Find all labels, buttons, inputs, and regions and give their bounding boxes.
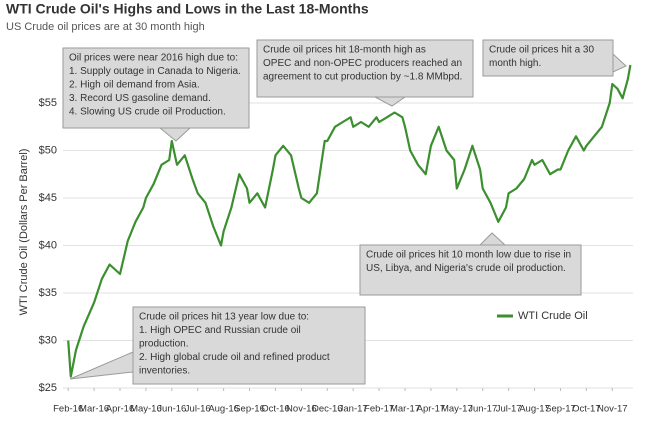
callout: Crude oil prices hit 10 month low due to… <box>359 232 582 296</box>
callout-cover <box>133 307 365 384</box>
callout-text: Oil prices were near 2016 high due to: <box>69 53 238 64</box>
chart-subtitle: US Crude oil prices are at 30 month high <box>6 21 205 33</box>
x-tick-label: Mar-17 <box>390 404 420 415</box>
callout: Crude oil prices hit 18-month high as OPE… <box>256 39 474 107</box>
callout-text: Crude oil prices hit 13 year low due to: <box>139 312 309 323</box>
x-tick-label: Jul-16 <box>185 404 211 415</box>
callout-text: OPEC and non-OPEC producers reached an <box>263 58 462 69</box>
x-tick-label: Feb-16 <box>53 404 83 415</box>
x-tick-label: Aug-17 <box>519 404 550 415</box>
callout-cover <box>360 245 581 295</box>
legend-label: WTI Crude Oil <box>518 310 588 322</box>
callout-text: US, Libya, and Nigeria's crude oil produ… <box>366 263 566 274</box>
callout-cover <box>483 40 613 76</box>
callout-text: 4. Slowing US crude oil Production. <box>69 107 226 118</box>
callout-text: 2. High global crude oil and refined pro… <box>139 352 330 363</box>
x-tick-label: Jun-16 <box>157 404 186 415</box>
callout-text: 1. Supply outage in Canada to Nigeria. <box>69 66 241 77</box>
callout-text: inventories. <box>139 366 190 377</box>
x-tick-label: Oct-17 <box>572 404 601 415</box>
x-tick-label: Feb-17 <box>364 404 394 415</box>
x-tick-label: Apr-17 <box>417 404 446 415</box>
y-tick-label: $45 <box>39 192 57 204</box>
callout-pointer <box>158 127 192 142</box>
x-tick-label: Jul-17 <box>496 404 522 415</box>
x-tick-label: Jun-17 <box>468 404 497 415</box>
y-tick-label: $50 <box>39 144 57 156</box>
x-tick-label: Oct-16 <box>261 404 290 415</box>
x-tick-label: Sep-17 <box>545 404 576 415</box>
x-tick-label: Nov-16 <box>286 404 317 415</box>
y-tick-label: $40 <box>39 239 57 251</box>
y-tick-label: $35 <box>39 287 57 299</box>
x-tick-label: Dec-16 <box>312 404 343 415</box>
callout: Crude oil prices hit 13 year low due to:… <box>69 306 366 385</box>
chart-title: WTI Crude Oil's Highs and Lows in the La… <box>6 1 369 17</box>
x-tick-label: May-17 <box>441 404 473 415</box>
callout-text: 3. Record US gasoline demand. <box>69 93 211 104</box>
x-tick-label: May-16 <box>130 404 162 415</box>
callout-text: Crude oil prices hit a 30 <box>489 45 594 56</box>
y-tick-label: $25 <box>39 382 57 394</box>
x-tick-label: Mar-16 <box>79 404 109 415</box>
y-tick-label: $30 <box>39 334 57 346</box>
x-tick-label: Aug-16 <box>208 404 239 415</box>
callout-pointer <box>69 351 134 380</box>
x-tick-label: Sep-16 <box>234 404 265 415</box>
callout-text: production. <box>139 339 188 350</box>
callout: Crude oil prices hit a 30 month high. <box>482 39 627 77</box>
callout-text: agreement to cut production by ~1.8 MMbp… <box>263 72 462 83</box>
callout-text: 2. High oil demand from Asia. <box>69 80 200 91</box>
y-axis-label: WTI Crude Oil (Dollars Per Barrel) <box>18 149 30 316</box>
callout-pointer <box>374 96 407 107</box>
callout-text: 1. High OPEC and Russian crude oil <box>139 325 301 336</box>
x-tick-label: Nov-17 <box>597 404 628 415</box>
callout-cover <box>257 40 473 97</box>
callout: Oil prices were near 2016 high due to: 1.… <box>62 47 250 142</box>
callout-cover <box>63 48 249 128</box>
callout-pointer <box>612 52 627 73</box>
callout-pointer <box>478 232 507 246</box>
x-tick-label: Jan-17 <box>339 404 368 415</box>
callout-text: month high. <box>489 58 541 69</box>
callout-text: Crude oil prices hit 18-month high as <box>263 45 426 56</box>
callout-text: Crude oil prices hit 10 month low due to… <box>366 250 571 261</box>
x-tick-label: Apr-16 <box>106 404 135 415</box>
line-series <box>67 64 632 378</box>
y-tick-label: $55 <box>39 97 57 109</box>
